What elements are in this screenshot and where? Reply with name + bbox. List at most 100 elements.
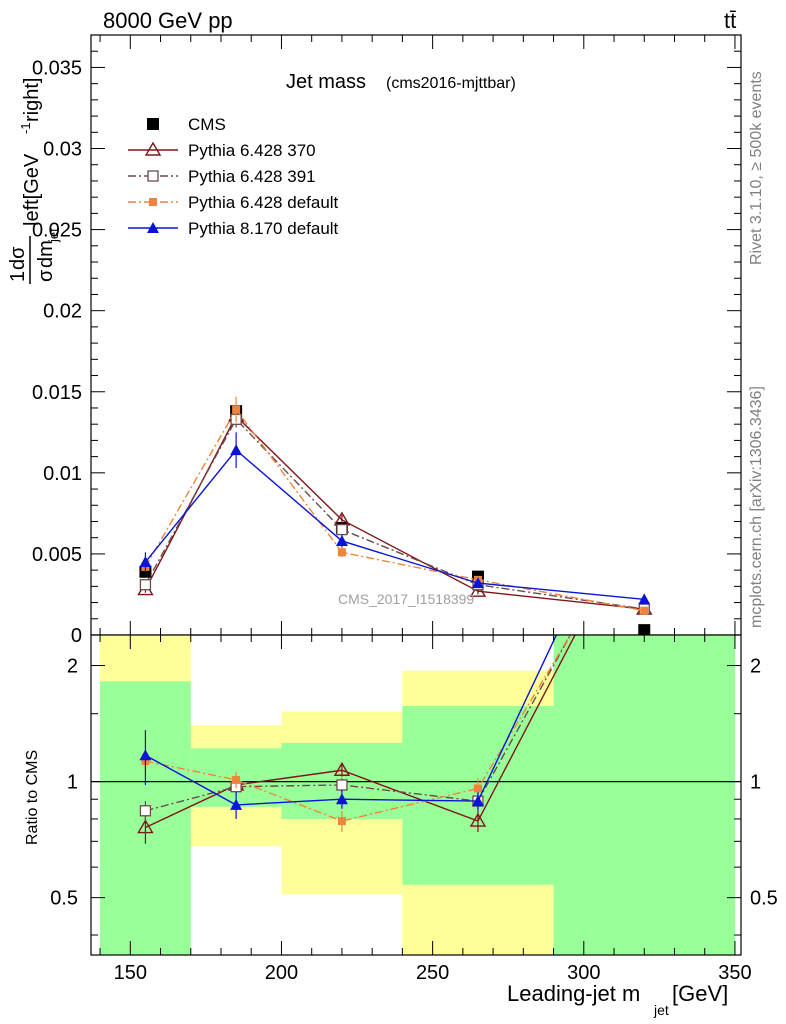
ratio-y-axis-label: Ratio to CMS xyxy=(24,750,41,845)
ratio-band-inner xyxy=(553,635,735,955)
xlabel-main: Leading-jet m xyxy=(507,981,640,1006)
ratio-point xyxy=(471,795,484,807)
ratio-plot-area xyxy=(91,443,741,955)
ratio-point xyxy=(139,749,152,761)
ratio-point xyxy=(232,775,241,784)
ratio-ytick-label: 2 xyxy=(67,656,78,678)
ylabel-rest: left[GeV xyxy=(21,153,43,226)
series-line xyxy=(144,414,645,610)
main-ytick-label: 0.03 xyxy=(43,139,82,161)
series-pythia-6-428-391 xyxy=(139,411,650,615)
legend-marker xyxy=(144,141,162,156)
series-line xyxy=(144,418,645,610)
legend-item: Pythia 8.170 default xyxy=(128,219,339,238)
ylabel-frac-den2: dm xyxy=(35,240,57,268)
legend-marker xyxy=(147,118,159,130)
ratio-point xyxy=(637,495,651,507)
data-point xyxy=(335,534,348,546)
ratio-ytick-label-right: 2 xyxy=(750,656,761,678)
ratio-point xyxy=(137,819,154,834)
ylabel-rest2: right] xyxy=(21,78,43,122)
ylabel-frac-den: σ xyxy=(35,269,57,282)
watermark: CMS_2017_I1518399 xyxy=(338,591,474,607)
xtick-label: 150 xyxy=(114,962,147,984)
xlabel-unit: [GeV] xyxy=(672,981,728,1006)
main-ytick-label: 0.035 xyxy=(32,57,82,79)
chart-subtitle: (cms2016-mjttbar) xyxy=(386,75,516,92)
legend-item: CMS xyxy=(147,115,226,134)
ratio-panel: 0.5 0.5 1 1 2 2 150 200 250 300 350 Ratio to CMS L… xyxy=(24,443,778,1018)
data-point xyxy=(139,556,152,568)
ratio-point xyxy=(640,508,648,516)
ylabel-sub: jet xyxy=(46,228,61,243)
legend-label: Pythia 6.428 370 xyxy=(188,141,316,160)
data-point xyxy=(337,548,346,557)
ratio-point xyxy=(638,443,650,454)
legend-label: Pythia 6.428 391 xyxy=(188,167,316,186)
data-point xyxy=(471,577,484,589)
chart-title: Jet mass xyxy=(286,71,366,93)
xtick-label: 300 xyxy=(567,962,600,984)
legend-label: Pythia 6.428 default xyxy=(188,193,339,212)
legend-marker xyxy=(147,170,159,182)
data-point xyxy=(640,606,649,615)
ratio-series-pythia-8-170-default xyxy=(139,443,650,819)
xtick-label: 250 xyxy=(416,962,449,984)
legend-item: Pythia 6.428 default xyxy=(128,193,339,212)
ylabel-frac-num: 1 xyxy=(7,271,29,282)
data-point xyxy=(336,523,348,536)
xlabel-sub: jet xyxy=(653,1002,669,1018)
ratio-frame xyxy=(90,634,742,956)
main-ytick-label: 0.025 xyxy=(32,220,82,242)
series-pythia-6-428-370 xyxy=(137,407,653,615)
main-ytick-label: 0.01 xyxy=(43,463,82,485)
main-ytick-label: 0 xyxy=(71,625,82,647)
series-line xyxy=(144,408,645,612)
ylabel-sup: -1 xyxy=(18,122,33,134)
data-point xyxy=(230,444,243,456)
main-ytick-label: 0.005 xyxy=(32,544,82,566)
legend-marker xyxy=(149,198,157,206)
ratio-line xyxy=(145,635,572,822)
process-label: tt̄ xyxy=(724,8,736,33)
main-axes: 0 0.005 0.01 0.015 0.02 0.025 0.03 0.035 xyxy=(32,35,741,647)
ratio-point xyxy=(337,817,346,826)
legend-marker xyxy=(147,222,159,233)
data-point xyxy=(638,593,651,605)
mcplots-label: mcplots.cern.ch [arXiv:1306.3436] xyxy=(748,386,765,628)
ratio-point xyxy=(469,812,487,827)
legend-item: Pythia 6.428 391 xyxy=(128,167,316,186)
x-axis-label: Leading-jet m jet [GeV] xyxy=(507,981,728,1018)
ratio-ytick-label: 1 xyxy=(67,772,78,794)
ratio-point xyxy=(139,805,152,817)
ratio-point xyxy=(333,761,351,776)
main-plot-area xyxy=(137,396,653,635)
rivet-label: Rivet 3.1.10, ≥ 500k events xyxy=(748,71,765,265)
ratio-ytick-label-right: 1 xyxy=(750,772,761,794)
ratio-point xyxy=(230,798,243,810)
main-ytick-label: 0.02 xyxy=(43,301,82,323)
beam-label: 8000 GeV pp xyxy=(103,8,233,33)
ratio-ytick-label: 0.5 xyxy=(50,888,78,910)
series-line xyxy=(144,449,645,601)
data-point xyxy=(139,579,152,591)
xtick-label: 200 xyxy=(265,962,298,984)
legend-label: CMS xyxy=(188,115,226,134)
main-ytick-label: 0.015 xyxy=(32,382,82,404)
ylabel-frac-num2: dσ xyxy=(7,246,29,270)
series-pythia-8-170-default xyxy=(139,432,651,605)
legend-label: Pythia 8.170 default xyxy=(188,219,339,238)
series-pythia-6-428-default xyxy=(141,396,649,615)
legend: CMS Pythia 6.428 370 Pythia 6.428 391 Pythi… xyxy=(128,115,339,238)
ratio-point xyxy=(336,779,348,791)
ratio-point xyxy=(639,497,649,507)
ratio-point xyxy=(335,793,348,805)
xtick-label: 350 xyxy=(718,962,751,984)
main-y-axis-label: 1 dσ σ dm jet left[GeV -1 right] xyxy=(7,78,61,284)
data-point xyxy=(232,405,241,414)
ratio-ytick-label-right: 0.5 xyxy=(750,888,778,910)
ratio-axes: 0.5 0.5 1 1 2 2 150 200 250 300 350 xyxy=(50,635,778,984)
legend-item: Pythia 6.428 370 xyxy=(128,141,316,160)
main-panel: 0 0.005 0.01 0.015 0.02 0.025 0.03 0.035 Jet ma… xyxy=(7,34,742,647)
